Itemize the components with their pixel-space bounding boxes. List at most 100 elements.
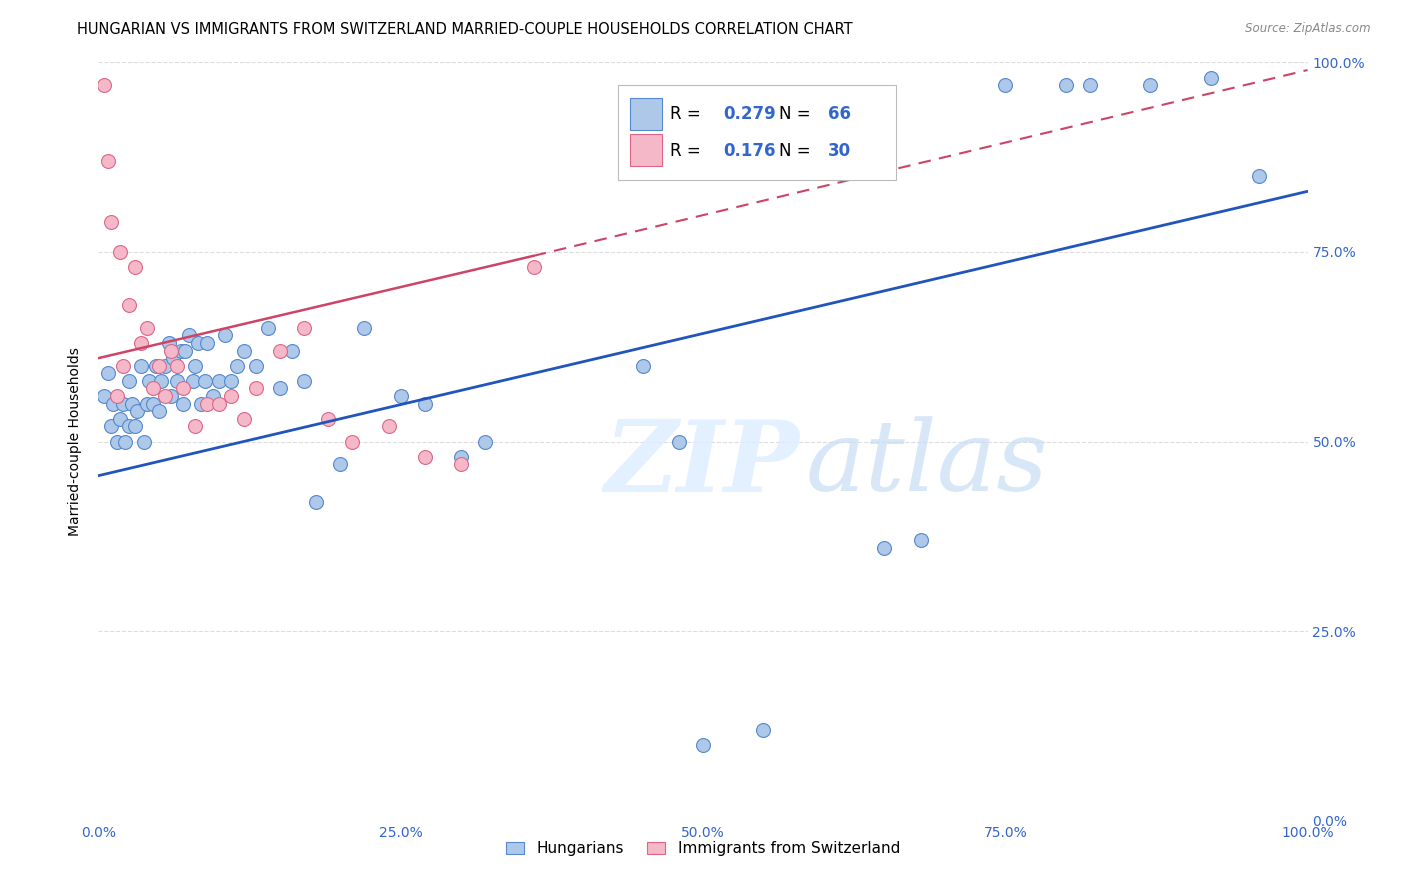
Point xyxy=(111,359,134,373)
Text: HUNGARIAN VS IMMIGRANTS FROM SWITZERLAND MARRIED-COUPLE HOUSEHOLDS CORRELATION C: HUNGARIAN VS IMMIGRANTS FROM SWITZERLAND… xyxy=(77,22,853,37)
Point xyxy=(668,434,690,449)
Point xyxy=(256,320,278,334)
Text: N =: N = xyxy=(779,105,815,123)
Point xyxy=(187,335,209,350)
Point xyxy=(97,153,120,168)
Point xyxy=(910,533,932,548)
Point xyxy=(195,396,218,410)
Point xyxy=(162,351,184,366)
Point xyxy=(148,359,170,373)
Point xyxy=(292,320,315,334)
Text: atlas: atlas xyxy=(806,417,1049,512)
Point xyxy=(450,458,472,472)
Point xyxy=(232,412,254,426)
Point xyxy=(101,396,124,410)
Point xyxy=(105,389,128,403)
Point xyxy=(194,374,217,388)
Point xyxy=(150,374,173,388)
Text: R =: R = xyxy=(671,142,706,161)
Point xyxy=(190,396,212,410)
Point xyxy=(221,374,243,388)
Point xyxy=(142,382,165,396)
Point xyxy=(994,78,1017,92)
Point xyxy=(1078,78,1101,92)
Point xyxy=(148,404,170,418)
Point xyxy=(153,389,176,403)
Point xyxy=(135,320,157,334)
Point xyxy=(474,434,496,449)
Point xyxy=(202,389,225,403)
Text: 66: 66 xyxy=(828,105,851,123)
Point xyxy=(111,396,134,410)
Point xyxy=(1199,70,1222,85)
Point xyxy=(631,359,654,373)
Point xyxy=(93,78,115,92)
Point xyxy=(135,396,157,410)
Point xyxy=(413,396,436,410)
Text: 30: 30 xyxy=(828,142,851,161)
Point xyxy=(105,434,128,449)
Point xyxy=(160,389,183,403)
Text: R =: R = xyxy=(671,105,706,123)
Point xyxy=(450,450,472,464)
Point xyxy=(523,260,546,275)
Point xyxy=(184,419,207,434)
Point xyxy=(413,450,436,464)
Point xyxy=(97,366,120,380)
Point xyxy=(752,723,775,737)
Text: 0.176: 0.176 xyxy=(724,142,776,161)
Point xyxy=(245,359,267,373)
Point xyxy=(100,214,122,228)
Point xyxy=(232,343,254,358)
FancyBboxPatch shape xyxy=(619,85,897,180)
Point xyxy=(208,374,231,388)
Point xyxy=(195,335,218,350)
Point xyxy=(118,374,141,388)
Point xyxy=(329,458,352,472)
Legend: Hungarians, Immigrants from Switzerland: Hungarians, Immigrants from Switzerland xyxy=(501,835,905,863)
FancyBboxPatch shape xyxy=(630,135,662,166)
Y-axis label: Married-couple Households: Married-couple Households xyxy=(69,347,83,536)
Point xyxy=(138,374,160,388)
Point xyxy=(169,343,191,358)
Point xyxy=(305,495,328,509)
Point xyxy=(214,328,236,343)
Point xyxy=(172,396,194,410)
Point xyxy=(129,335,152,350)
Point xyxy=(1139,78,1161,92)
Point xyxy=(184,359,207,373)
Text: ZIP: ZIP xyxy=(605,416,800,513)
Point xyxy=(124,419,146,434)
FancyBboxPatch shape xyxy=(630,98,662,130)
Point xyxy=(377,419,399,434)
Point xyxy=(108,412,131,426)
Point xyxy=(269,343,291,358)
Point xyxy=(93,389,115,403)
Point xyxy=(1054,78,1077,92)
Point xyxy=(389,389,412,403)
Point xyxy=(127,404,149,418)
Point xyxy=(118,298,141,312)
Point xyxy=(121,396,143,410)
Point xyxy=(129,359,152,373)
Point xyxy=(166,359,188,373)
Point xyxy=(172,382,194,396)
Text: N =: N = xyxy=(779,142,815,161)
Point xyxy=(166,374,188,388)
Point xyxy=(160,343,183,358)
Point xyxy=(145,359,167,373)
Point xyxy=(873,541,896,555)
Point xyxy=(316,412,339,426)
Point xyxy=(181,374,204,388)
Point xyxy=(245,382,267,396)
Point xyxy=(134,434,156,449)
Point xyxy=(269,382,291,396)
Point xyxy=(124,260,146,275)
Point xyxy=(692,738,714,752)
Point xyxy=(292,374,315,388)
Point xyxy=(114,434,136,449)
Point xyxy=(179,328,201,343)
Point xyxy=(226,359,249,373)
Point xyxy=(342,434,364,449)
Point xyxy=(108,244,131,259)
